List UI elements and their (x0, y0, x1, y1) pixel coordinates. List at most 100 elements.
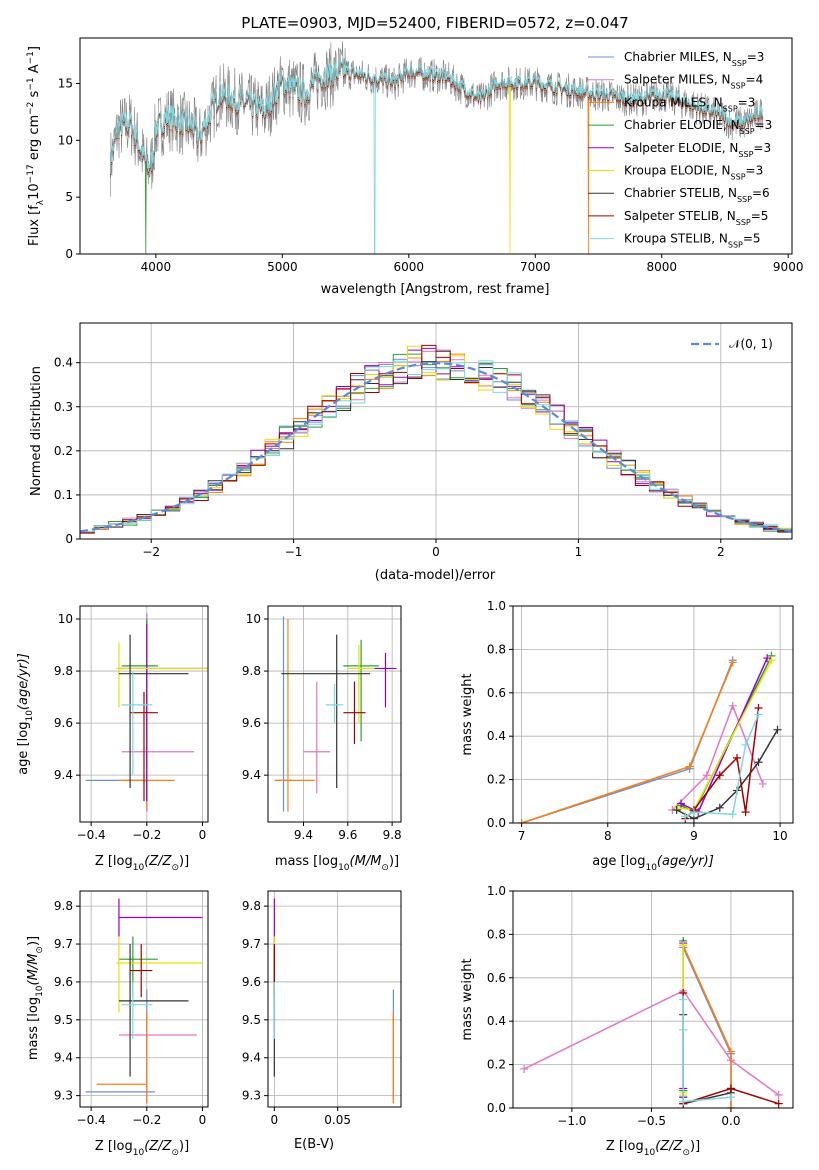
weight-marker (733, 753, 741, 762)
weight-marker (679, 1097, 688, 1106)
y-tick-label: 10 (58, 612, 73, 626)
y-axis-label-part: ⊙ (35, 946, 45, 954)
x-axis-label-part: ⊙ (682, 1148, 690, 1158)
legend-label-part: Chabrier ELODIE, N (624, 118, 740, 132)
x-axis-label-part: (Z/Z (144, 854, 172, 869)
y-tick-label: 0.8 (487, 642, 506, 656)
x-axis-label: wavelength [Angstrom, rest frame] (321, 282, 550, 297)
x-tick-label: 0 (199, 1113, 207, 1127)
y-tick-label: 9.5 (242, 1013, 261, 1027)
weight-marker (689, 808, 698, 817)
legend-label: Kroupa ELODIE, NSSP=3 (624, 164, 763, 182)
axes-frame (267, 890, 402, 1108)
weight-marker (677, 799, 685, 808)
weight-marker (517, 819, 526, 823)
legend-label-part: SSP (731, 172, 746, 181)
y-tick-label: 0.0 (487, 1101, 506, 1115)
x-tick-label: −0.5 (637, 1114, 666, 1128)
weight-marker (726, 1104, 735, 1108)
y-tick-label: 9.4 (242, 1051, 261, 1065)
weight-marker (715, 803, 724, 812)
y-tick-label: 0 (65, 532, 73, 546)
legend-label-part: SSP (723, 104, 738, 113)
weight-marker (767, 656, 776, 665)
plot-area (85, 898, 203, 1104)
y-tick-label: 0.4 (487, 729, 506, 743)
x-axis-label-part: 10 (133, 863, 145, 873)
weight-marker (685, 762, 694, 771)
y-tick-label: 0.6 (487, 686, 506, 700)
histogram-series (80, 344, 792, 535)
y-axis-label: mass weight (460, 673, 475, 755)
legend-label-part: SSP (737, 195, 752, 204)
x-axis-label-part: Z [log (95, 1139, 133, 1154)
axes-spectrum: 4000 5000 6000 7000 8000 9000 0 5 10 15 wavelength… (26, 37, 803, 297)
figure-title: PLATE=0903, MJD=52400, FIBERID=0572, z=0… (241, 14, 628, 32)
axes-frame (512, 605, 794, 824)
y-tick-label: 9.8 (242, 899, 261, 913)
x-tick-label: −0.4 (77, 828, 106, 842)
axes-weight_vs_Z: −1.0 −0.5 0.0 0.0 0.2 0.4 0.6 0.8 1.0 Z [log10(Z/… (460, 884, 794, 1158)
y-tick-label: 9.4 (242, 768, 261, 782)
legend-label-part: Kroupa STELIB, N (624, 232, 728, 246)
x-axis-label-part: Z [log (95, 854, 133, 869)
x-tick-label: 6000 (394, 260, 425, 274)
weight-series-line (671, 703, 764, 811)
weight-marker (774, 1090, 783, 1099)
y-axis-label-part: −2 (26, 102, 36, 115)
x-tick-label: −1 (285, 545, 303, 559)
spectrum-model-line (110, 59, 763, 254)
x-axis-label-part: )] (179, 854, 189, 869)
legend-label-part: SSP (740, 127, 755, 136)
weight-marker (773, 725, 782, 734)
axes-mass_vs_EBV: 0 0.05 9.3 9.4 9.5 9.6 9.7 9.8 E(B-V) (242, 890, 402, 1152)
plot-area (520, 936, 783, 1108)
y-axis-label-part: (M/M (26, 954, 41, 986)
y-axis-label-part: 10 (27, 183, 42, 200)
spectrum-model-line (110, 58, 763, 254)
plot-area (80, 344, 792, 536)
y-tick-label: 5 (65, 190, 73, 204)
y-tick-label: 9.8 (54, 664, 73, 678)
y-tick-label: 0 (65, 247, 73, 261)
weight-marker (726, 1047, 735, 1056)
weight-marker (758, 779, 767, 788)
legend-label: Salpeter STELIB, NSSP=5 (624, 209, 768, 227)
legend-label-part: Salpeter ELODIE, N (624, 141, 738, 155)
y-axis-label: mass weight (460, 958, 475, 1040)
x-axis-label-part: 10 (133, 1148, 145, 1158)
x-axis-label: E(B-V) (294, 1137, 334, 1152)
legend-label-part: Kroupa ELODIE, N (624, 164, 731, 178)
weight-marker (741, 740, 750, 749)
x-axis-label-part: (M/M (350, 854, 382, 869)
weight-series-line (676, 729, 779, 820)
y-axis-label-part: Flux [f (27, 205, 42, 246)
y-axis-label-part: )] (26, 936, 41, 946)
x-tick-label: 9 (690, 829, 698, 843)
weight-series-line (684, 707, 760, 820)
plot-area (110, 41, 764, 254)
x-tick-label: −2 (142, 545, 160, 559)
weight-marker (774, 1099, 783, 1108)
y-tick-label: 9.3 (242, 1089, 261, 1103)
legend-label: Chabrier MILES, NSSP=3 (624, 50, 764, 68)
y-axis-label-part: A (27, 64, 42, 77)
x-tick-label: 0 (432, 545, 440, 559)
x-tick-label: 9.6 (338, 828, 357, 842)
legend-label-part: =5 (751, 209, 769, 223)
weight-series-line (682, 999, 732, 1103)
y-tick-label: 0.8 (487, 927, 506, 941)
plot-area (273, 898, 394, 1104)
weight-marker (681, 812, 690, 821)
x-axis-label-part: (Z/Z (144, 1139, 172, 1154)
y-tick-label: 9.7 (54, 937, 73, 951)
x-axis-label: mass [log10(M/M⊙)] (275, 854, 399, 873)
x-axis-label-part: age [log (592, 854, 645, 869)
y-axis-label: age [log10(age/yr)] (16, 653, 35, 775)
y-tick-label: 0.6 (487, 971, 506, 985)
x-axis-label-part: )] (389, 854, 399, 869)
x-tick-label: 10 (772, 829, 787, 843)
y-axis-label-part: s (27, 90, 42, 101)
legend-label-part: SSP (728, 240, 743, 249)
y-tick-label: 15 (58, 76, 73, 90)
